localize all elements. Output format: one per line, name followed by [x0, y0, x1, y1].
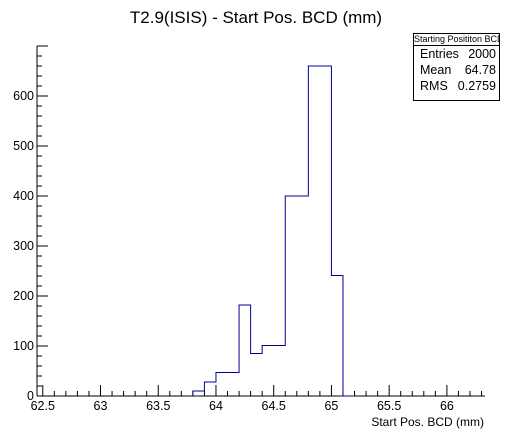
y-tick-label: 600 [13, 89, 34, 103]
entries-label: Entries [420, 47, 459, 61]
y-axis-ticks [37, 45, 48, 397]
histogram-bins [193, 66, 343, 396]
histogram-bin [204, 382, 216, 396]
y-axis-tick-labels: 0 100 200 300 400 500 600 [13, 89, 34, 403]
entries-value: 2000 [468, 47, 496, 61]
histogram-bin [274, 346, 286, 397]
x-axis-ticks [42, 385, 483, 396]
histogram-bin [216, 373, 228, 397]
histogram-outline [192, 65, 355, 397]
x-tick-label: 66 [440, 399, 454, 413]
histogram-bin [297, 196, 309, 396]
stats-row-rms: RMS 0.2759 [414, 78, 499, 94]
stats-box-title: Starting Posititon BCD [414, 34, 499, 46]
rms-label: RMS [420, 79, 448, 93]
histogram-bin [239, 305, 251, 396]
y-tick-label: 200 [13, 289, 34, 303]
stats-box: Starting Posititon BCD Entries 2000 Mean… [413, 33, 500, 101]
chart-title: T2.9(ISIS) - Start Pos. BCD (mm) [130, 8, 382, 27]
y-tick-label: 300 [13, 239, 34, 253]
histogram-bin [320, 66, 332, 396]
x-tick-label: 63 [94, 399, 108, 413]
x-tick-label: 64.5 [262, 399, 286, 413]
x-tick-label: 63.5 [146, 399, 170, 413]
histogram-bin [308, 66, 320, 396]
x-axis-tick-labels: 62.5 63 63.5 64 64.5 65 65.5 66 [31, 399, 454, 413]
histogram-bin [228, 373, 240, 397]
y-tick-label: 500 [13, 139, 34, 153]
histogram-bin [331, 276, 343, 397]
x-tick-label: 65.5 [377, 399, 401, 413]
histogram-bin [262, 346, 274, 397]
stats-row-mean: Mean 64.78 [414, 62, 499, 78]
mean-label: Mean [420, 63, 452, 77]
histogram-bin [285, 196, 297, 396]
mean-value: 64.78 [464, 63, 496, 77]
histogram-bin [251, 354, 263, 397]
x-tick-label: 65 [324, 399, 338, 413]
rms-value: 0.2759 [457, 79, 496, 93]
y-tick-label: 400 [13, 189, 34, 203]
histogram-bin [193, 391, 205, 396]
stats-row-entries: Entries 2000 [414, 46, 499, 62]
x-axis-label: Start Pos. BCD (mm) [371, 415, 484, 429]
y-tick-label: 100 [13, 339, 34, 353]
y-tick-label: 0 [27, 389, 34, 403]
x-tick-label: 64 [209, 399, 223, 413]
x-tick-label: 62.5 [31, 399, 55, 413]
